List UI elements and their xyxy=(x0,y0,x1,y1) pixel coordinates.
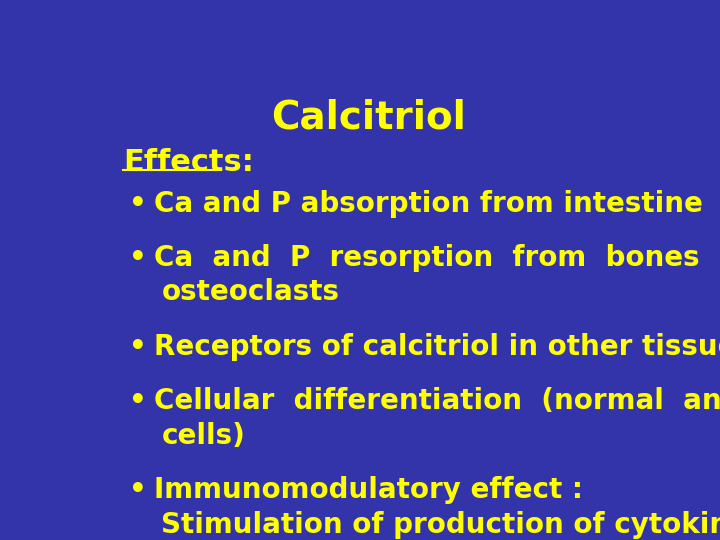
Text: •: • xyxy=(129,244,147,272)
Text: Calcitriol: Calcitriol xyxy=(271,98,467,136)
Text: •: • xyxy=(129,476,147,504)
Text: Cellular  differentiation  (normal  and  malignant: Cellular differentiation (normal and mal… xyxy=(154,387,720,415)
Text: •: • xyxy=(129,190,147,218)
Text: cells): cells) xyxy=(161,422,246,450)
Text: Immunomodulatory effect :: Immunomodulatory effect : xyxy=(154,476,583,504)
Text: Stimulation of production of cytokines: Stimulation of production of cytokines xyxy=(161,511,720,539)
Text: Effects:: Effects: xyxy=(124,148,254,177)
Text: osteoclasts: osteoclasts xyxy=(161,278,339,306)
Text: Ca  and  P  resorption  from  bones  by: Ca and P resorption from bones by xyxy=(154,244,720,272)
Text: •: • xyxy=(129,387,147,415)
Text: Ca and P absorption from intestine: Ca and P absorption from intestine xyxy=(154,190,703,218)
Text: Receptors of calcitriol in other tissues: Receptors of calcitriol in other tissues xyxy=(154,333,720,361)
Text: •: • xyxy=(129,333,147,361)
